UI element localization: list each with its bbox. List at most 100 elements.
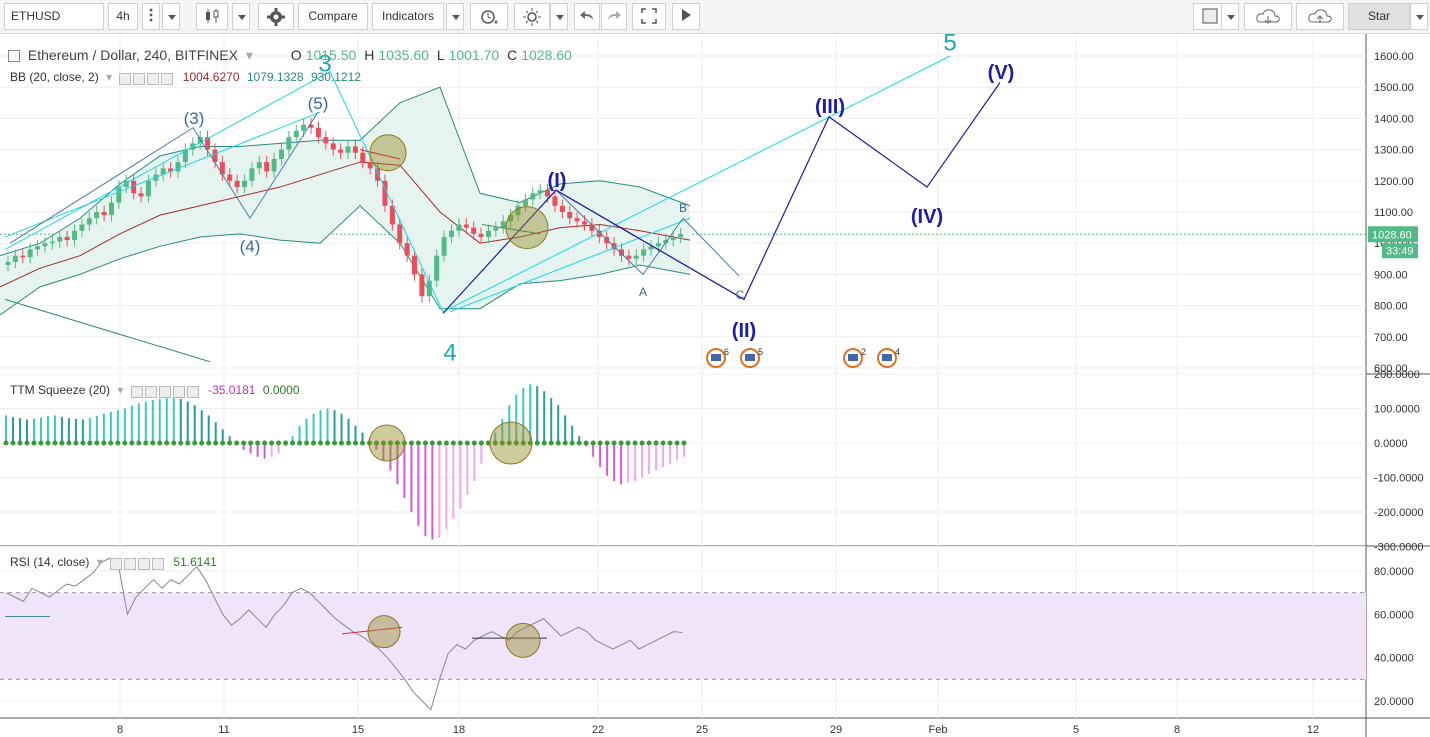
ttm-squeeze-dot [352,440,358,446]
ttm-squeeze-dot [150,440,156,446]
ttm-squeeze-dot [59,440,65,446]
undo-icon[interactable] [574,3,600,30]
highlight-circle [489,421,533,465]
ttm-squeeze-dot [304,440,310,446]
ttm-squeeze-dot [248,440,254,446]
indicators-button[interactable]: Indicators [372,3,444,30]
candle-body [57,236,63,242]
candle-body [604,236,610,244]
ttm-squeeze-dot [234,440,240,446]
ttm-squeeze-dot [241,440,247,446]
ttm-squeeze-dot [143,440,149,446]
redo-icon[interactable] [601,3,627,30]
candle-body [101,212,107,216]
cloud-download-icon[interactable] [1244,3,1292,30]
ttm-squeeze-dot [311,440,317,446]
legend-buttons[interactable] [110,556,166,570]
candles-icon[interactable] [196,3,228,30]
price-tick-label: 600.00 [1374,363,1408,375]
ttm-squeeze-dot [625,440,631,446]
candle-body [397,224,403,244]
candle-body [264,162,270,172]
ttm-squeeze-dot [136,440,142,446]
event-flag-icon [882,354,892,361]
price-tick-label: 800.00 [1374,301,1408,313]
ttm-squeeze-dot [660,440,666,446]
wave-label-III: (III) [815,96,845,118]
event-count: 2 [861,347,866,357]
ttm-squeeze-dot [164,440,170,446]
ttm-squeeze-dot [157,440,163,446]
candle-body [367,162,373,169]
interval-button[interactable]: 4h [108,3,138,30]
interval-dropdown[interactable] [162,3,180,30]
rsi-tick-label: 60.0000 [1374,609,1414,621]
minor-wave-line [9,111,319,244]
ttm-squeeze-dot [429,440,435,446]
gear-icon[interactable] [258,3,294,30]
ttm-squeeze-dot [339,440,345,446]
time-tick-label: 29 [830,724,842,736]
main-legend: Ethereum / Dollar, 240, BITFINEX ▾ O 1015… [8,47,576,64]
ttm-squeeze-dot [185,440,191,446]
price-tick-label: 1200.00 [1374,176,1414,188]
ttm-squeeze-dot [290,440,296,446]
alert-clock-icon[interactable] [470,3,508,30]
indicators-label: Indicators [381,9,435,23]
candle-body [404,243,410,256]
countdown-label: 33:49 [1386,245,1414,257]
ttm-squeeze-dot [618,440,624,446]
symbol-search[interactable]: ETHUSD [4,3,104,30]
ttm-squeeze-dot [394,440,400,446]
time-tick-label: 12 [1307,724,1319,736]
chart-type-dropdown[interactable] [232,3,250,30]
interval-menu-icon[interactable] [142,3,160,30]
ttm-squeeze-dot [283,440,289,446]
candle-body [412,255,418,275]
legend-buttons[interactable] [130,384,201,398]
compare-label: Compare [308,9,358,23]
candle-body [485,230,491,237]
candle-body [352,146,358,153]
compare-button[interactable]: Compare [298,3,368,30]
ttm-squeeze-dot [52,440,58,446]
time-tick-label: 15 [352,724,364,736]
ttm-squeeze-dot [604,440,610,446]
candle-body [227,174,233,181]
bb-fill [0,87,690,315]
chart-canvas[interactable]: 6 5 2 4 1600.00 1500.00 1400.00 1300.00 1200.00… [0,34,1430,737]
candle-body [86,218,92,225]
ttm-squeeze-dot [192,440,198,446]
cloud-upload-icon[interactable] [1296,3,1344,30]
ttm-squeeze-dot [213,440,219,446]
event-count: 4 [895,347,900,357]
play-icon[interactable] [672,3,700,30]
bulb-icon[interactable] [514,3,550,30]
axes: 1600.00 1500.00 1400.00 1300.00 1200.00 1100.… [117,51,1424,736]
indicators-dropdown[interactable] [446,3,464,30]
candle-body [626,255,632,259]
high-label: H [364,47,375,63]
highlight-circle [505,622,541,658]
cyan-wave-line [4,55,951,313]
candle-body [574,218,580,222]
collapse-icon[interactable] [8,50,20,63]
legend-buttons[interactable] [119,71,175,85]
bb-title: BB (20, close, 2) [10,70,99,84]
ttm-squeeze-dot [646,440,652,446]
rsi-tick-label: 40.0000 [1374,653,1414,665]
highlight-circle [368,424,406,462]
star-dropdown[interactable] [1410,3,1428,30]
ttm-squeeze-dot [548,440,554,446]
candle-body [582,221,588,225]
star-button[interactable]: Star [1348,3,1410,30]
low-label: L [436,47,445,63]
bulb-dropdown[interactable] [550,3,568,30]
fullscreen-icon[interactable] [632,3,666,30]
layout-dropdown[interactable] [1221,3,1239,30]
chart-area[interactable]: 6 5 2 4 1600.00 1500.00 1400.00 1300.00 1200.00… [0,34,1430,737]
ttm-squeeze-dot [457,440,463,446]
candle-body [64,236,70,241]
cyan-channel-line [4,111,321,238]
price-tick-label: 1100.00 [1374,207,1413,219]
